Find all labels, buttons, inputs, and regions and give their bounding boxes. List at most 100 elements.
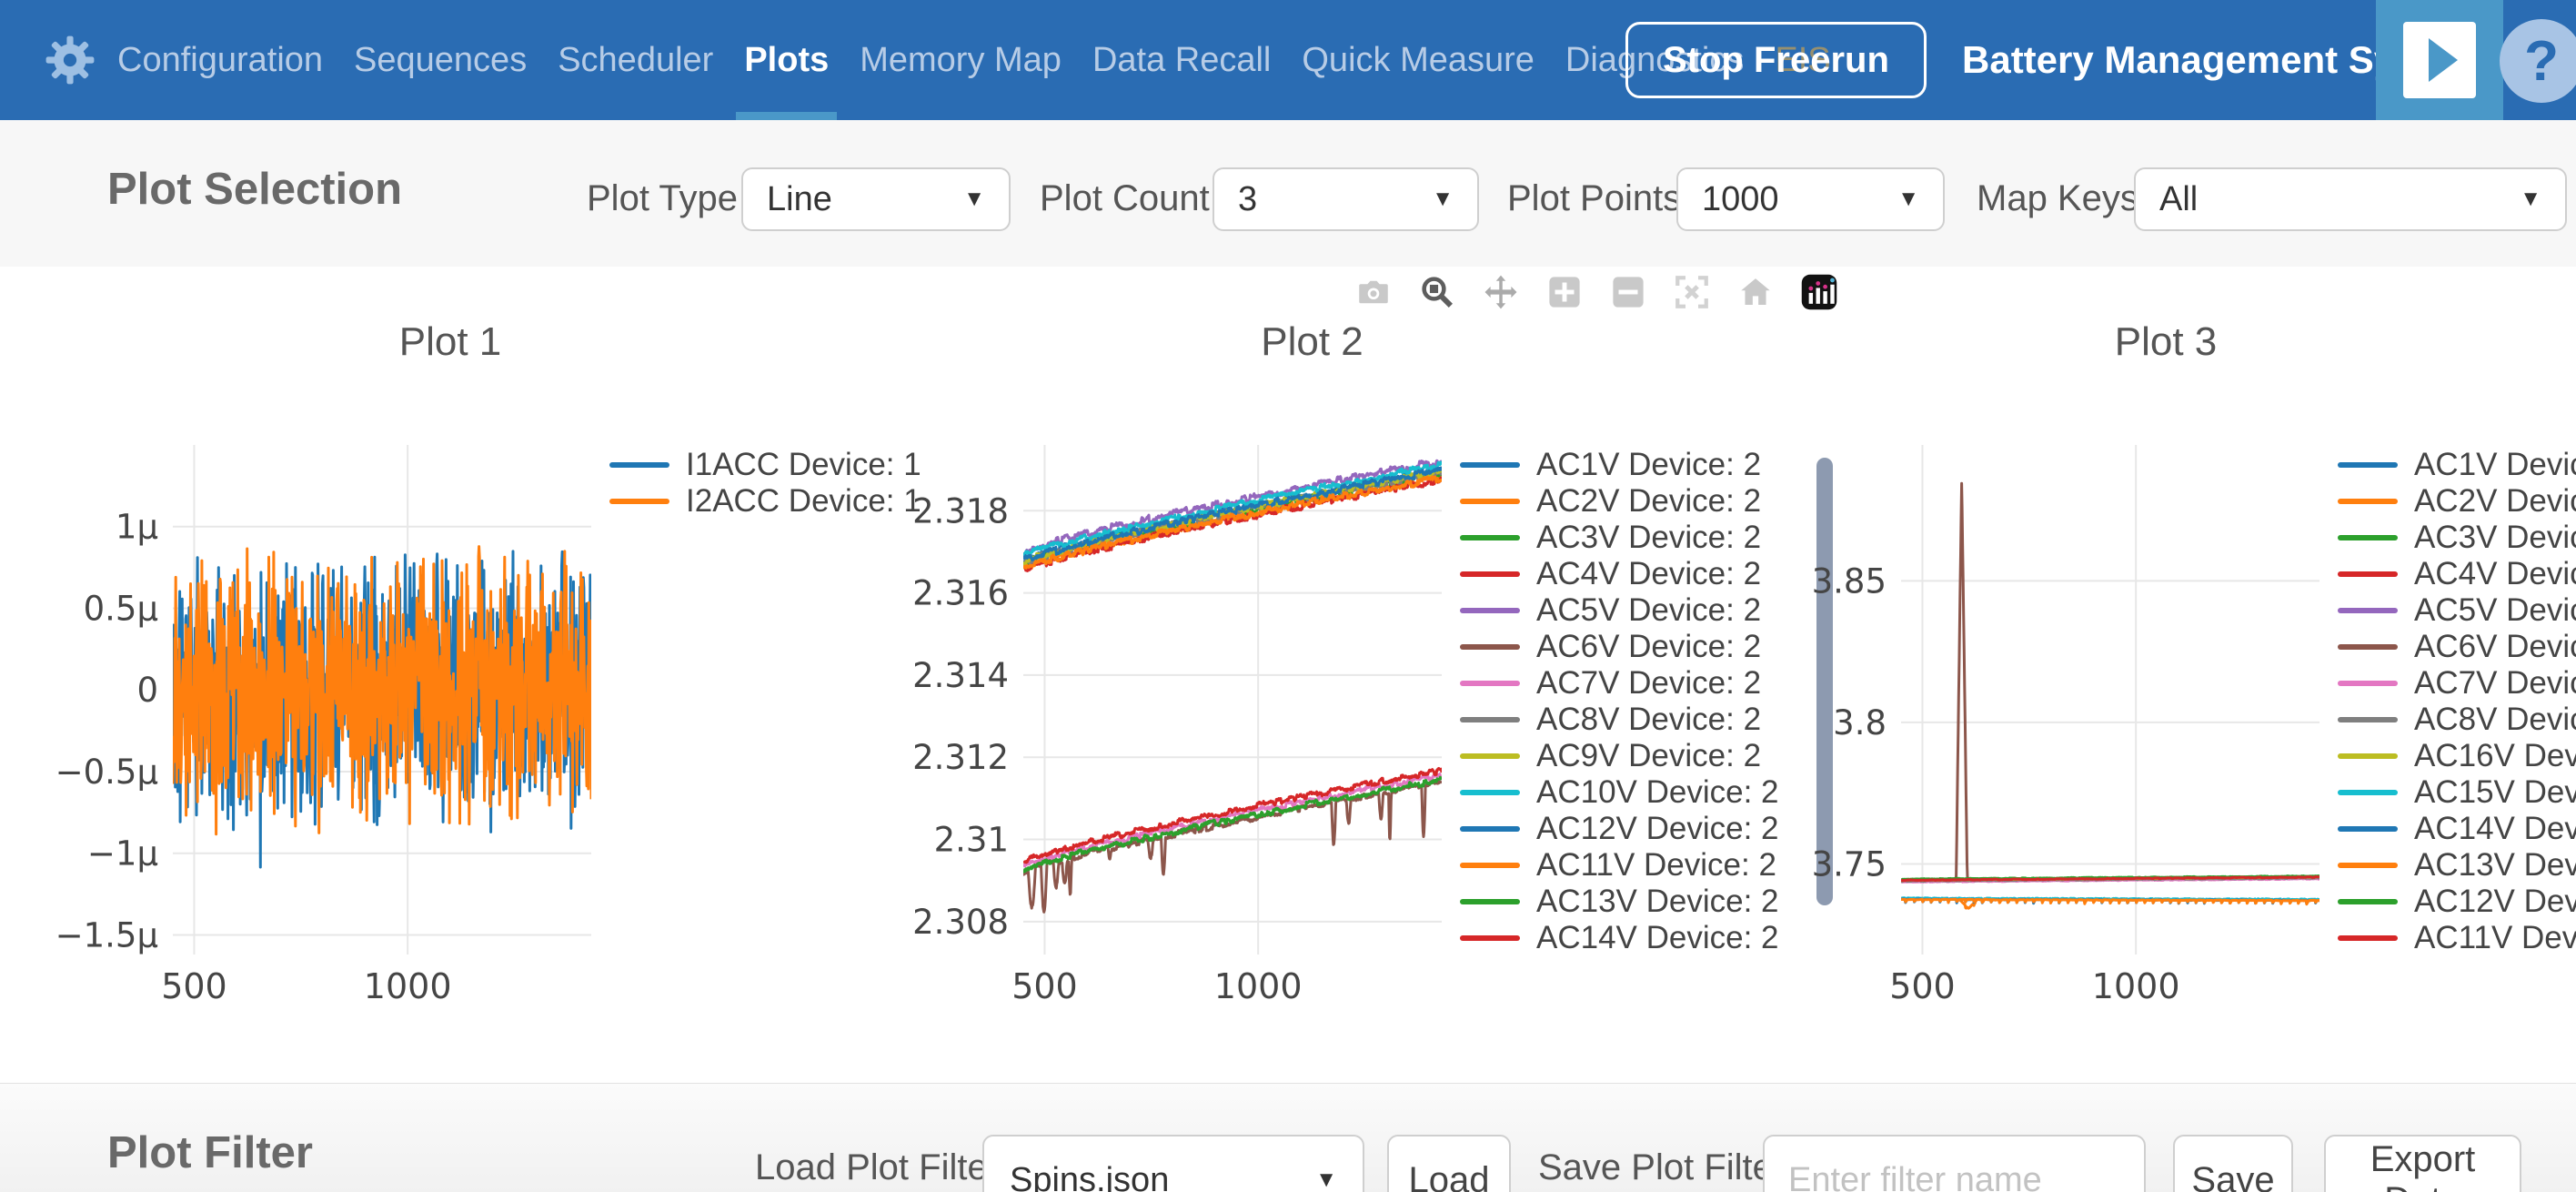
plot-3-legend: AC1V Device: 3AC2V Device: 3AC3V Device:… (2338, 447, 2576, 956)
plot-points-select[interactable]: 1000 ▼ (1676, 167, 1945, 231)
nav-item-configuration[interactable]: Configuration (117, 40, 324, 79)
plot-count-label: Plot Count (1040, 178, 1210, 218)
legend-label: AC3V Device: 2 (1536, 520, 1762, 555)
plot-2-chart[interactable]: 500 1000 2.318 2.316 2.314 2.312 2.31 2.308 (887, 419, 1451, 1011)
plot-type-label: Plot Type (587, 178, 739, 218)
legend-item[interactable]: AC10V Device: 2 (1460, 774, 1779, 811)
legend-item[interactable]: AC11V Device: 3 (2338, 920, 2576, 956)
legend-swatch (1460, 935, 1520, 941)
legend-item[interactable]: AC8V Device: 3 (2338, 702, 2576, 738)
plotly-logo-icon[interactable] (1799, 272, 1839, 312)
pan-icon[interactable] (1481, 272, 1521, 312)
nav-item-data-recall[interactable]: Data Recall (1092, 40, 1272, 79)
nav-item-quick-measure[interactable]: Quick Measure (1302, 40, 1535, 79)
legend-item[interactable]: AC3V Device: 3 (2338, 520, 2576, 556)
legend-item[interactable]: AC8V Device: 2 (1460, 702, 1779, 738)
legend-item[interactable]: AC15V Device: 3 (2338, 774, 2576, 811)
legend-item[interactable]: AC13V Device: 3 (2338, 847, 2576, 884)
chevron-down-icon: ▼ (1897, 187, 1919, 211)
autoscale-icon[interactable] (1672, 272, 1712, 312)
camera-icon[interactable] (1353, 272, 1394, 312)
legend-item[interactable]: AC13V Device: 2 (1460, 884, 1779, 920)
legend-item[interactable]: AC1V Device: 2 (1460, 447, 1779, 483)
save-button[interactable]: Save (2173, 1135, 2293, 1192)
export-data-button[interactable]: Export Data (2324, 1135, 2521, 1192)
map-keys-select[interactable]: All ▼ (2134, 167, 2567, 231)
legend-swatch (2338, 608, 2398, 613)
legend-label: AC1V Device: 2 (1536, 447, 1762, 482)
svg-text:1µ: 1µ (116, 508, 158, 547)
legend-item[interactable]: AC14V Device: 3 (2338, 811, 2576, 847)
legend-item[interactable]: AC2V Device: 3 (2338, 483, 2576, 520)
legend-label: AC12V Device: 2 (1536, 811, 1779, 846)
legend-item[interactable]: I1ACC Device: 1 (609, 447, 921, 483)
svg-text:2.308: 2.308 (912, 903, 1009, 942)
nav-item-diagnostics[interactable]: Diagnostics (1565, 40, 1745, 79)
plot-type-value: Line (767, 179, 832, 218)
legend-swatch (2338, 717, 2398, 722)
help-icon[interactable]: ? (2500, 19, 2576, 103)
nav-item-memory-map[interactable]: Memory Map (860, 40, 1062, 79)
legend-swatch (1460, 462, 1520, 468)
nav-item-sequences[interactable]: Sequences (354, 40, 528, 79)
plot-type-select[interactable]: Line ▼ (741, 167, 1011, 231)
plot-2: Plot 2 500 1000 2.318 2.316 2.314 2.312 2.31 2.… (878, 267, 1833, 1083)
stop-freerun-button[interactable]: Stop Freerun (1625, 22, 1927, 98)
svg-text:1000: 1000 (364, 966, 452, 1006)
legend-item[interactable]: AC1V Device: 3 (2338, 447, 2576, 483)
plot-1-chart[interactable]: 500 1000 1µ 0.5µ 0 −0.5µ −1µ −1.5µ (36, 419, 600, 1011)
legend-item[interactable]: I2ACC Device: 1 (609, 483, 921, 520)
legend-item[interactable]: AC4V Device: 2 (1460, 556, 1779, 592)
legend-label: AC13V Device: 3 (2414, 847, 2576, 883)
legend-item[interactable]: AC16V Device: 3 (2338, 738, 2576, 774)
plot-3-chart[interactable]: 500 1000 3.85 3.8 3.75 (1765, 419, 2329, 1011)
legend-item[interactable]: AC12V Device: 3 (2338, 884, 2576, 920)
legend-item[interactable]: AC12V Device: 2 (1460, 811, 1779, 847)
load-button[interactable]: Load (1387, 1135, 1511, 1192)
plot-count-select[interactable]: 3 ▼ (1213, 167, 1479, 231)
home-icon[interactable] (1736, 272, 1776, 312)
plot-count-value: 3 (1238, 179, 1258, 218)
legend-scrollbar[interactable] (1816, 458, 1833, 905)
legend-label: AC7V Device: 3 (2414, 665, 2576, 701)
legend-label: AC8V Device: 2 (1536, 702, 1762, 737)
legend-swatch (1460, 499, 1520, 504)
nav-item-plots[interactable]: Plots (729, 0, 844, 120)
legend-item[interactable]: AC3V Device: 2 (1460, 520, 1779, 556)
legend-label: AC3V Device: 3 (2414, 520, 2576, 555)
legend-item[interactable]: AC9V Device: 2 (1460, 738, 1779, 774)
legend-swatch (2338, 790, 2398, 795)
nav-item-eis[interactable]: EIS (1775, 40, 1831, 79)
legend-item[interactable]: AC5V Device: 2 (1460, 592, 1779, 629)
plot-selection-heading: Plot Selection (107, 165, 403, 214)
svg-text:1000: 1000 (1214, 966, 1303, 1006)
nav-item-scheduler[interactable]: Scheduler (558, 40, 714, 79)
legend-item[interactable]: AC4V Device: 3 (2338, 556, 2576, 592)
legend-item[interactable]: AC6V Device: 2 (1460, 629, 1779, 665)
zoom-in-icon[interactable] (1545, 272, 1585, 312)
legend-item[interactable]: AC11V Device: 2 (1460, 847, 1779, 884)
legend-swatch (2338, 499, 2398, 504)
legend-label: AC6V Device: 2 (1536, 629, 1762, 664)
legend-item[interactable]: AC6V Device: 3 (2338, 629, 2576, 665)
legend-item[interactable]: AC2V Device: 2 (1460, 483, 1779, 520)
plot-2-title: Plot 2 (1261, 319, 1363, 364)
zoom-icon[interactable] (1417, 272, 1457, 312)
legend-item[interactable]: AC14V Device: 2 (1460, 920, 1779, 956)
plot-1-legend: I1ACC Device: 1 I2ACC Device: 1 (609, 447, 921, 520)
load-filter-select[interactable]: Spins.json ▼ (982, 1135, 1364, 1192)
load-filter-value: Spins.json (1010, 1160, 1170, 1192)
legend-item[interactable]: AC5V Device: 3 (2338, 592, 2576, 629)
chevron-down-icon: ▼ (2520, 187, 2541, 211)
map-keys-label: Map Keys (1977, 178, 2138, 218)
zoom-out-icon[interactable] (1608, 272, 1648, 312)
legend-swatch (1460, 863, 1520, 868)
run-button[interactable] (2376, 0, 2503, 120)
legend-label: AC9V Device: 2 (1536, 738, 1762, 773)
legend-item[interactable]: AC7V Device: 3 (2338, 665, 2576, 702)
top-nav-bar: Configuration Sequences Scheduler Plots Memo… (0, 0, 2576, 120)
legend-swatch (2338, 935, 2398, 941)
filter-name-input[interactable] (1763, 1135, 2146, 1192)
legend-item[interactable]: AC7V Device: 2 (1460, 665, 1779, 702)
gear-icon[interactable] (40, 30, 100, 90)
